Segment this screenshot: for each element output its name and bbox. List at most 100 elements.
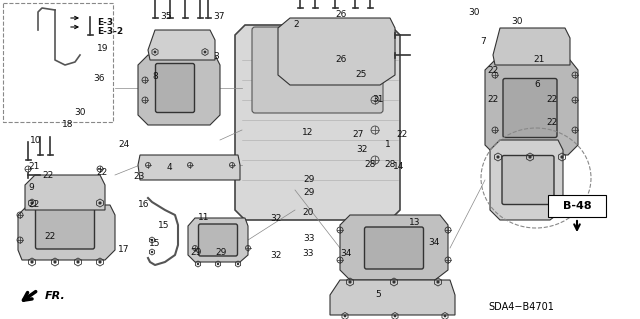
Text: 18: 18: [62, 120, 74, 129]
Text: 29: 29: [190, 248, 202, 257]
Polygon shape: [493, 28, 570, 65]
Text: SDA4−B4701: SDA4−B4701: [488, 302, 554, 312]
Polygon shape: [138, 155, 240, 180]
Text: 22: 22: [487, 66, 499, 75]
Circle shape: [392, 280, 396, 284]
Circle shape: [154, 51, 156, 53]
Text: 6: 6: [534, 80, 540, 89]
Text: 22: 22: [396, 130, 407, 139]
Text: 2: 2: [293, 20, 299, 29]
Circle shape: [344, 315, 346, 317]
FancyBboxPatch shape: [502, 155, 554, 204]
Polygon shape: [25, 175, 105, 210]
Text: 7: 7: [480, 37, 486, 46]
Text: 11: 11: [198, 213, 209, 222]
FancyBboxPatch shape: [35, 207, 95, 249]
FancyBboxPatch shape: [198, 224, 237, 256]
Text: 27: 27: [352, 130, 364, 139]
FancyBboxPatch shape: [365, 227, 424, 269]
Circle shape: [31, 201, 34, 204]
Text: 30: 30: [74, 108, 86, 117]
Text: 32: 32: [356, 145, 367, 154]
Text: 17: 17: [118, 245, 129, 254]
Circle shape: [99, 201, 102, 204]
Circle shape: [151, 251, 153, 253]
Text: 29: 29: [303, 175, 314, 184]
Circle shape: [197, 263, 199, 265]
Polygon shape: [278, 18, 395, 85]
Polygon shape: [235, 25, 400, 220]
Text: 19: 19: [97, 44, 109, 53]
Text: 22: 22: [44, 232, 55, 241]
Text: 30: 30: [468, 8, 479, 17]
Text: 28: 28: [364, 160, 376, 169]
Text: 33: 33: [303, 234, 314, 243]
Text: FR.: FR.: [45, 291, 66, 301]
Text: 22: 22: [546, 118, 557, 127]
Text: 15: 15: [158, 221, 170, 230]
Circle shape: [348, 280, 351, 284]
Text: 29: 29: [215, 248, 227, 257]
Text: 22: 22: [28, 200, 39, 209]
Text: 3: 3: [213, 52, 219, 61]
Text: 12: 12: [302, 128, 314, 137]
Circle shape: [204, 51, 206, 53]
Text: 35: 35: [160, 12, 172, 21]
Circle shape: [497, 155, 500, 159]
Bar: [548, 195, 606, 217]
Text: 29: 29: [303, 188, 314, 197]
Text: 32: 32: [270, 214, 282, 223]
Text: 37: 37: [213, 12, 225, 21]
Text: E-3-2: E-3-2: [97, 27, 123, 36]
Polygon shape: [330, 280, 455, 315]
Text: 34: 34: [340, 249, 351, 258]
Text: B-48: B-48: [563, 201, 591, 211]
Circle shape: [99, 260, 102, 263]
Text: 31: 31: [372, 95, 383, 104]
Circle shape: [529, 155, 532, 159]
Circle shape: [561, 155, 564, 159]
Circle shape: [237, 263, 239, 265]
Circle shape: [394, 315, 396, 317]
Circle shape: [76, 260, 79, 263]
Text: 16: 16: [138, 200, 150, 209]
Circle shape: [436, 280, 440, 284]
Polygon shape: [340, 215, 448, 280]
Polygon shape: [148, 30, 215, 60]
Text: 32: 32: [270, 251, 282, 260]
Text: 33: 33: [302, 249, 314, 258]
Polygon shape: [188, 218, 248, 262]
Text: 5: 5: [375, 290, 381, 299]
Text: 36: 36: [93, 74, 104, 83]
Text: 9: 9: [28, 183, 34, 192]
Text: 26: 26: [335, 55, 346, 64]
Circle shape: [217, 263, 219, 265]
FancyBboxPatch shape: [252, 27, 383, 113]
Text: E-3: E-3: [97, 18, 113, 27]
Bar: [3, 3, 113, 122]
Text: 28: 28: [384, 160, 396, 169]
FancyBboxPatch shape: [503, 78, 557, 137]
Text: 21: 21: [28, 162, 40, 171]
Text: 8: 8: [152, 72, 157, 81]
Text: 1: 1: [385, 140, 391, 149]
Polygon shape: [138, 55, 220, 125]
Circle shape: [53, 260, 56, 263]
Text: 22: 22: [42, 171, 53, 180]
Text: 30: 30: [511, 17, 522, 26]
Text: 22: 22: [96, 168, 108, 177]
Text: 26: 26: [335, 10, 346, 19]
Text: 13: 13: [409, 218, 420, 227]
Text: 24: 24: [118, 140, 129, 149]
Text: 23: 23: [133, 172, 145, 181]
Text: 21: 21: [533, 55, 545, 64]
Polygon shape: [485, 60, 578, 155]
Circle shape: [151, 239, 153, 241]
Text: 22: 22: [546, 95, 557, 104]
Text: 15: 15: [149, 239, 161, 248]
Circle shape: [444, 315, 447, 317]
Text: 20: 20: [302, 208, 314, 217]
FancyBboxPatch shape: [156, 63, 195, 113]
Polygon shape: [490, 140, 563, 220]
Circle shape: [31, 260, 34, 263]
